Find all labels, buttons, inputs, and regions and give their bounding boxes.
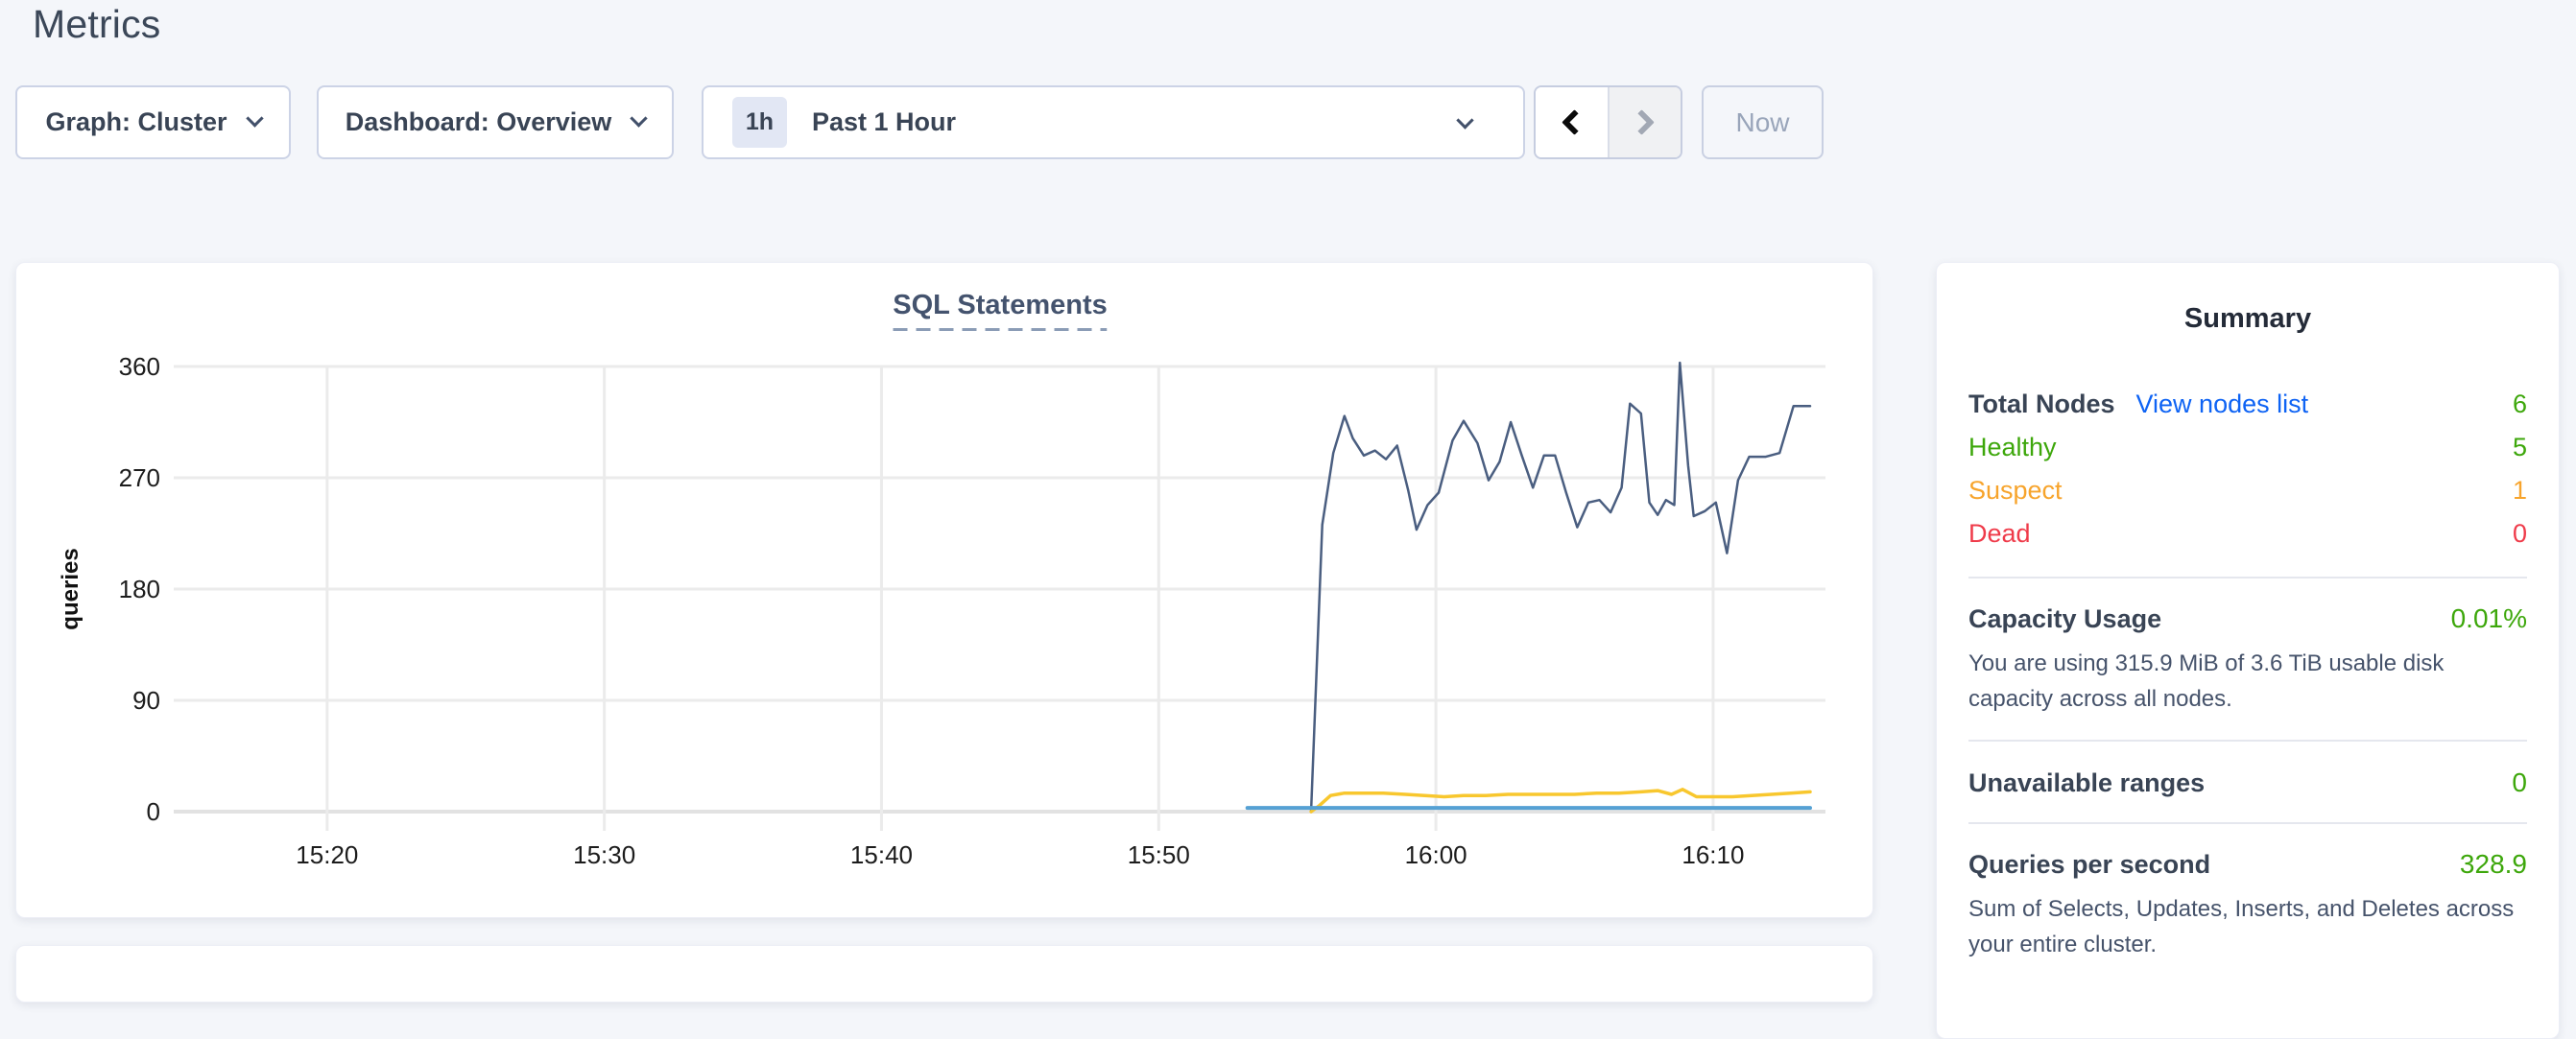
chevron-down-icon <box>245 109 264 128</box>
divider <box>1968 822 2527 824</box>
prev-time-button[interactable] <box>1536 87 1608 157</box>
unavailable-ranges-label: Unavailable ranges <box>1968 768 2206 797</box>
suspect-label: Suspect <box>1968 476 2063 505</box>
time-range-picker[interactable]: 1h Past 1 Hour <box>702 85 1525 159</box>
queries-per-second-head: Queries per second 328.9 <box>1968 849 2527 880</box>
suspect-value: 1 <box>2512 476 2527 505</box>
x-tick-label: 15:40 <box>850 840 913 869</box>
chart-title-text: SQL Statements <box>893 290 1108 320</box>
chart-title-dashed-underline <box>893 328 1108 331</box>
y-tick-label: 180 <box>119 575 160 603</box>
x-tick-label: 15:20 <box>296 840 358 869</box>
capacity-usage-label: Capacity Usage <box>1968 604 2162 633</box>
y-tick-label: 90 <box>132 686 160 715</box>
total-nodes-value: 6 <box>2512 390 2527 418</box>
dead-value: 0 <box>2512 519 2527 548</box>
graph-dropdown-label: Graph: Cluster <box>45 107 227 136</box>
summary-body: Total Nodes View nodes list 6 Healthy 5 … <box>1937 383 2559 962</box>
chevron-right-icon <box>1629 109 1656 135</box>
capacity-usage-section: Capacity Usage 0.01% You are using 315.9… <box>1968 603 2527 717</box>
graph-dropdown[interactable]: Graph: Cluster <box>15 85 291 159</box>
chart-title-wrap: SQL Statements <box>893 290 1108 331</box>
total-nodes-row: Total Nodes View nodes list 6 <box>1968 383 2527 426</box>
y-tick-label: 270 <box>119 463 160 492</box>
queries-per-second-section: Queries per second 328.9 Sum of Selects,… <box>1968 849 2527 962</box>
chevron-left-icon <box>1561 109 1587 135</box>
dead-label: Dead <box>1968 519 2031 548</box>
queries-per-second-label: Queries per second <box>1968 850 2211 879</box>
healthy-label: Healthy <box>1968 433 2057 461</box>
time-range-badge: 1h <box>732 97 787 148</box>
series-yellow-line <box>1309 788 1812 814</box>
next-chart-panel <box>15 945 1873 1003</box>
summary-title: Summary <box>2183 303 2312 334</box>
divider <box>1968 740 2527 742</box>
chevron-down-icon <box>630 109 648 128</box>
queries-per-second-value: 328.9 <box>2459 849 2527 879</box>
sql-statements-chart[interactable]: 0 90 180 270 360 15:20 15:30 15:40 15:50 16:00 16:… <box>16 263 1874 919</box>
time-step-buttons <box>1534 85 1682 159</box>
total-nodes-label: Total Nodes <box>1968 390 2115 418</box>
queries-per-second-description: Sum of Selects, Updates, Inserts, and De… <box>1968 896 2515 957</box>
y-tick-label: 360 <box>119 352 160 381</box>
series-navy-line <box>1309 361 1812 812</box>
x-tick-label: 16:00 <box>1405 840 1467 869</box>
unavailable-ranges-head: Unavailable ranges 0 <box>1968 767 2527 798</box>
dashboard-dropdown[interactable]: Dashboard: Overview <box>317 85 674 159</box>
unavailable-ranges-section: Unavailable ranges 0 <box>1968 767 2527 824</box>
dead-nodes-row: Dead 0 <box>1968 512 2527 555</box>
next-time-button[interactable] <box>1607 87 1681 157</box>
capacity-usage-head: Capacity Usage 0.01% <box>1968 603 2527 634</box>
y-tick-label: 0 <box>147 797 160 826</box>
summary-panel: Summary Total Nodes View nodes list 6 He… <box>1936 262 2560 1039</box>
node-status-list: Total Nodes View nodes list 6 Healthy 5 … <box>1968 383 2527 555</box>
chart-title[interactable]: SQL Statements <box>893 290 1108 331</box>
now-button[interactable]: Now <box>1702 85 1824 159</box>
unavailable-ranges-value: 0 <box>2512 767 2527 797</box>
capacity-usage-value: 0.01% <box>2450 603 2527 633</box>
x-tick-label: 16:10 <box>1682 840 1744 869</box>
sql-statements-chart-panel: 0 90 180 270 360 15:20 15:30 15:40 15:50 16:00 16:… <box>15 262 1873 918</box>
healthy-nodes-row: Healthy 5 <box>1968 426 2527 469</box>
chevron-down-icon <box>1456 111 1474 130</box>
time-range-label: Past 1 Hour <box>812 107 957 136</box>
toolbar: Graph: Cluster Dashboard: Overview 1h Pa… <box>15 85 1824 159</box>
page-title: Metrics <box>33 2 161 46</box>
suspect-nodes-row: Suspect 1 <box>1968 469 2527 512</box>
dashboard-dropdown-label: Dashboard: Overview <box>345 107 612 136</box>
capacity-usage-description: You are using 315.9 MiB of 3.6 TiB usabl… <box>1968 650 2445 712</box>
x-tick-label: 15:30 <box>573 840 635 869</box>
view-nodes-list-link[interactable]: View nodes list <box>2135 390 2309 418</box>
y-axis-label: queries <box>58 548 83 629</box>
healthy-value: 5 <box>2512 433 2527 461</box>
x-tick-label: 15:50 <box>1128 840 1190 869</box>
divider <box>1968 577 2527 579</box>
